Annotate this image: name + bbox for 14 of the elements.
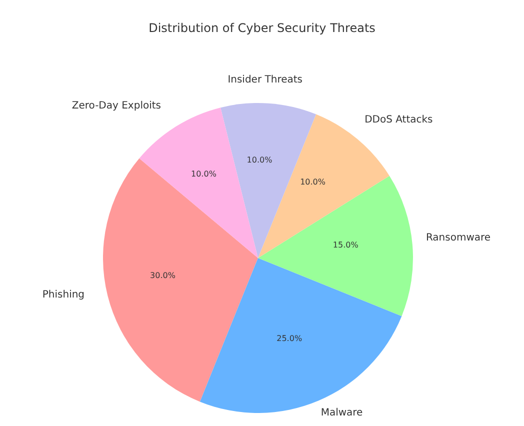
data-label: 10.0% [246, 156, 273, 165]
slice-label: Malware [320, 407, 363, 418]
data-label: 25.0% [276, 334, 302, 344]
data-label: 10.0% [300, 177, 326, 186]
slice-label: Ransomware [426, 232, 491, 244]
pie-slice [258, 176, 413, 316]
data-label: 15.0% [332, 240, 359, 250]
data-label: 10.0% [191, 170, 217, 179]
slice-label: Phishing [42, 290, 85, 300]
data-label: 30.0% [150, 271, 176, 280]
slice-label: Insider Threats [228, 74, 303, 86]
slice-label: Zero-Day Exploits [72, 100, 162, 112]
chart-title: Distribution of Cyber Security Threats [148, 21, 376, 35]
slice-label: DDoS Attacks [364, 114, 433, 126]
